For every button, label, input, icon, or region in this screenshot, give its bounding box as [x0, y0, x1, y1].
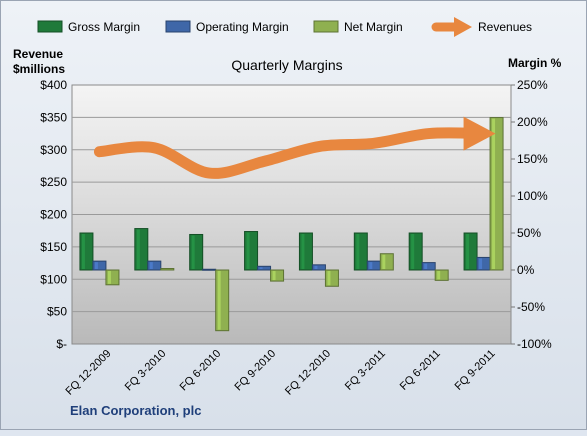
bar-highlight	[191, 235, 195, 269]
legend-label: Net Margin	[344, 20, 403, 34]
bar-operating-margin	[421, 262, 436, 271]
bar-highlight	[149, 262, 153, 269]
bar-net-margin	[434, 269, 449, 281]
bar-highlight	[217, 271, 221, 330]
bar-highlight	[246, 232, 250, 269]
y-left-tick-label: $200	[40, 208, 67, 222]
x-tick-label: FQ 9-2011	[453, 348, 498, 393]
bar-gross-margin	[134, 228, 149, 271]
y-left-tick-label: $300	[40, 143, 67, 157]
bar-highlight	[411, 234, 415, 269]
y-right-tick-label: -100%	[517, 337, 552, 351]
x-tick-label: FQ 3-2011	[343, 348, 388, 393]
bar-operating-margin	[147, 260, 162, 271]
bar-highlight	[301, 234, 305, 269]
bar-highlight	[479, 258, 483, 269]
revenue-line	[93, 127, 490, 179]
bar-operating-margin	[476, 256, 491, 271]
revenue-arrowhead	[463, 116, 496, 151]
bar-operating-margin	[202, 268, 217, 271]
company-name: Elan Corporation, plc	[70, 403, 201, 418]
y-right-tick-label: 50%	[517, 226, 541, 240]
bar-net-margin	[215, 269, 230, 332]
legend-label: Gross Margin	[68, 20, 140, 34]
bar-gross-margin	[79, 232, 94, 271]
x-tick-label: FQ 6-2010	[178, 348, 224, 394]
y-right-ticks: -100% -50% 0% 50% 100% 150% 200% 250%	[511, 78, 552, 351]
y-right-tick-label: -50%	[517, 300, 545, 314]
bar-highlight	[81, 234, 85, 269]
bar-net-margin	[324, 269, 339, 287]
bar-highlight	[492, 118, 496, 269]
bars	[79, 117, 504, 332]
y-left-tick-label: $350	[40, 110, 67, 124]
bar-highlight	[382, 254, 386, 269]
bar-net-margin	[105, 269, 120, 286]
y-left-tick-label: $400	[40, 78, 67, 92]
bar-gross-margin	[298, 232, 313, 271]
y-right-tick-label: 150%	[517, 152, 548, 166]
y-left-tick-label: $150	[40, 240, 67, 254]
bar-highlight	[327, 271, 331, 286]
x-tick-label: FQ 12-2009	[64, 348, 114, 398]
bar-highlight	[136, 229, 140, 269]
bar-gross-margin	[463, 232, 478, 271]
bar-gross-margin	[189, 233, 204, 271]
x-tick-label: FQ 12-2010	[283, 348, 333, 398]
x-axis-ticks: FQ 12-2009 FQ 3-2010 FQ 6-2010 FQ 9-2010 FQ …	[64, 348, 498, 398]
bar-highlight	[107, 271, 111, 284]
y-left-axis-title-line1: Revenue	[13, 47, 63, 61]
legend: Gross Margin Operating Margin Net Margin Re…	[37, 17, 532, 37]
bar-operating-margin	[92, 260, 107, 271]
bar-operating-margin	[366, 260, 381, 271]
y-left-tick-label: $50	[47, 305, 67, 319]
chart-title: Quarterly Margins	[231, 57, 342, 73]
y-left-ticks: $- $50 $100 $150 $200 $250 $300 $350 $400	[40, 78, 67, 351]
legend-swatch	[165, 20, 191, 33]
legend-label: Revenues	[478, 20, 532, 34]
bar-highlight	[424, 263, 428, 269]
bar-gross-margin	[244, 231, 259, 271]
bar-highlight	[314, 265, 318, 269]
bar-highlight	[356, 234, 360, 269]
bar-highlight	[94, 262, 98, 269]
bar-operating-margin	[257, 265, 272, 271]
bar-gross-margin	[353, 232, 368, 271]
bar-highlight	[272, 271, 276, 281]
bar-highlight	[369, 262, 373, 269]
bar-net-margin	[489, 117, 504, 271]
y-left-tick-label: $250	[40, 175, 67, 189]
bar-operating-margin	[311, 264, 326, 271]
gridlines	[72, 116, 511, 313]
bar-highlight	[259, 267, 263, 269]
legend-label: Operating Margin	[196, 20, 289, 34]
x-tick-label: FQ 3-2010	[123, 348, 169, 394]
revenue-series	[93, 116, 496, 179]
y-right-axis-title: Margin %	[508, 56, 562, 70]
y-left-axis-title-line2: $millions	[13, 62, 65, 76]
y-left-tick-label: $100	[40, 272, 67, 286]
bar-highlight	[466, 234, 470, 269]
x-tick-label: FQ 6-2011	[398, 348, 443, 393]
bar-net-margin	[270, 269, 285, 282]
y-left-tick-label: $-	[56, 337, 67, 351]
x-tick-label: FQ 9-2010	[233, 348, 279, 394]
y-right-tick-label: 0%	[517, 263, 535, 277]
legend-swatch	[313, 20, 339, 33]
y-right-tick-label: 250%	[517, 78, 548, 92]
bar-net-margin	[379, 253, 394, 271]
y-right-tick-label: 100%	[517, 189, 548, 203]
legend-swatch	[37, 20, 63, 33]
bar-gross-margin	[408, 232, 423, 271]
legend-swatch-arrow	[454, 17, 472, 37]
bar-highlight	[437, 271, 441, 280]
y-right-tick-label: 200%	[517, 115, 548, 129]
bar-net-margin	[160, 268, 175, 271]
